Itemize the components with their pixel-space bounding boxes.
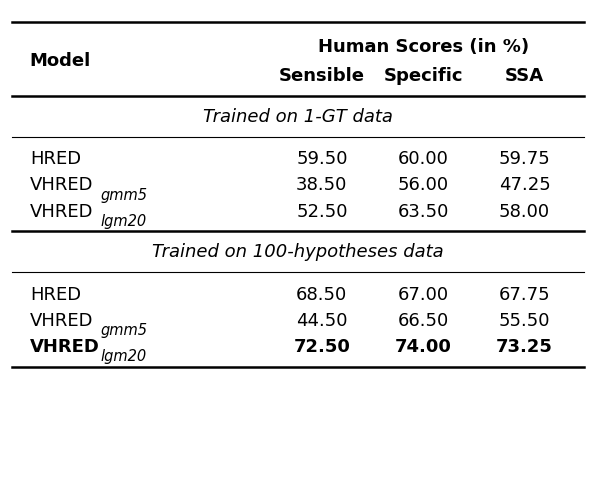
Text: SSA: SSA (505, 67, 544, 85)
Text: VHRED: VHRED (30, 338, 100, 356)
Text: 47.25: 47.25 (499, 177, 550, 194)
Text: 66.50: 66.50 (398, 312, 449, 330)
Text: lgm20: lgm20 (100, 349, 146, 364)
Text: 44.50: 44.50 (296, 312, 347, 330)
Text: lgm20: lgm20 (100, 214, 146, 229)
Text: 67.75: 67.75 (499, 286, 550, 304)
Text: 59.50: 59.50 (296, 151, 347, 168)
Text: gmm5: gmm5 (100, 188, 147, 203)
Text: 72.50: 72.50 (293, 338, 350, 356)
Text: 58.00: 58.00 (499, 203, 550, 220)
Text: Specific: Specific (383, 67, 463, 85)
Text: Trained on 1-GT data: Trained on 1-GT data (203, 108, 393, 126)
Text: gmm5: gmm5 (100, 323, 147, 338)
Text: 68.50: 68.50 (296, 286, 347, 304)
Text: Human Scores (in %): Human Scores (in %) (318, 38, 529, 56)
Text: 63.50: 63.50 (398, 203, 449, 220)
Text: 74.00: 74.00 (395, 338, 452, 356)
Text: 60.00: 60.00 (398, 151, 449, 168)
Text: HRED: HRED (30, 151, 81, 168)
Text: 59.75: 59.75 (499, 151, 550, 168)
Text: 67.00: 67.00 (398, 286, 449, 304)
Text: 38.50: 38.50 (296, 177, 347, 194)
Text: VHRED: VHRED (30, 312, 94, 330)
Text: Trained on 100-hypotheses data: Trained on 100-hypotheses data (152, 244, 444, 261)
Text: 73.25: 73.25 (496, 338, 553, 356)
Text: HRED: HRED (30, 286, 81, 304)
Text: 56.00: 56.00 (398, 177, 449, 194)
Text: Sensible: Sensible (279, 67, 365, 85)
Text: VHRED: VHRED (30, 177, 94, 194)
Text: VHRED: VHRED (30, 203, 94, 220)
Text: 55.50: 55.50 (499, 312, 550, 330)
Text: 52.50: 52.50 (296, 203, 347, 220)
Text: Model: Model (30, 53, 91, 70)
